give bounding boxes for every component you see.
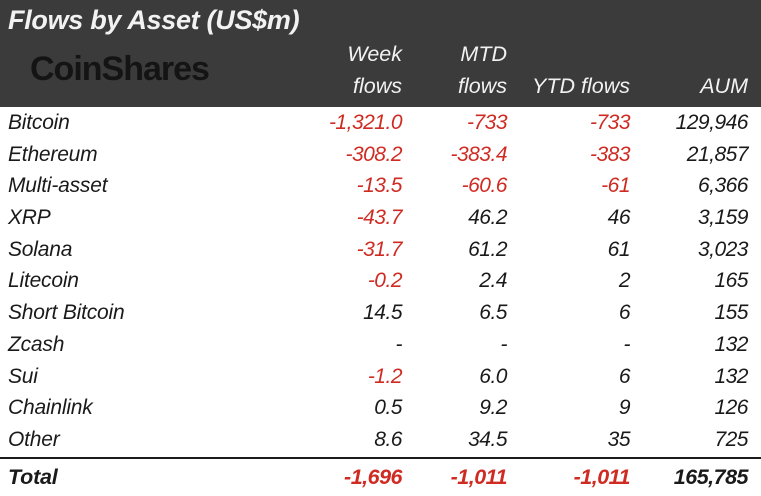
ytd-flows-value: -	[623, 332, 631, 356]
aum-value: 155	[714, 301, 748, 325]
asset-name: Other	[8, 428, 60, 452]
table-row: Solana -31.7 61.2 61 3,023	[0, 234, 761, 266]
column-header-mtd-flows: MTD flows	[402, 38, 507, 102]
table-row: Other 8.6 34.5 35 725	[0, 424, 761, 456]
table-row: Zcash - - - 132	[0, 329, 761, 361]
mtd-flows-value: 6.5	[479, 301, 507, 325]
aum-value: 126	[714, 396, 748, 420]
week-flows-value: -31.7	[356, 237, 403, 261]
mtd-flows-value: -60.6	[461, 174, 508, 198]
aum-value: 6,366	[697, 174, 749, 198]
total-row: Total -1,696 -1,011 -1,011 165,785	[0, 457, 761, 496]
mtd-flows-value: -383.4	[450, 142, 507, 166]
week-flows-value: -43.7	[356, 206, 403, 230]
total-ytd-flows-value: -1,011	[573, 465, 631, 489]
logo-cell: CoinShares	[8, 35, 256, 102]
aum-value: 725	[714, 428, 748, 452]
asset-name: Solana	[8, 237, 73, 261]
asset-name: Zcash	[8, 332, 65, 356]
mtd-flows-label-line1: MTD	[460, 42, 507, 66]
ytd-flows-value: 2	[618, 269, 631, 293]
ytd-flows-value: -383	[589, 142, 631, 166]
week-flows-label-line1: Week	[347, 42, 402, 66]
week-flows-value: -0.2	[367, 269, 403, 293]
aum-value: 3,023	[697, 237, 749, 261]
ytd-flows-value: 9	[618, 396, 631, 420]
total-mtd-flows-value: -1,011	[450, 465, 508, 489]
ytd-flows-value: 61	[607, 237, 631, 261]
mtd-flows-value: -733	[466, 110, 508, 134]
aum-value: 3,159	[697, 206, 749, 230]
page-title: Flows by Asset (US$m)	[8, 5, 300, 35]
column-header-ytd-flows: YTD flows	[532, 74, 630, 98]
aum-value: 132	[714, 332, 748, 356]
asset-name: Multi-asset	[8, 174, 108, 198]
mtd-flows-value: 34.5	[468, 428, 507, 452]
ytd-flows-value: 35	[607, 428, 631, 452]
asset-name: Short Bitcoin	[8, 301, 125, 325]
ytd-flows-value: 6	[618, 364, 631, 388]
coinshares-logo: CoinShares	[30, 50, 210, 88]
week-flows-label-line2: flows	[353, 74, 402, 98]
table-row: Chainlink 0.5 9.2 9 126	[0, 392, 761, 424]
week-flows-value: 8.6	[374, 428, 402, 452]
table-row: XRP -43.7 46.2 46 3,159	[0, 202, 761, 234]
asset-name: Litecoin	[8, 269, 79, 293]
asset-name: Ethereum	[8, 142, 98, 166]
week-flows-value: -13.5	[356, 174, 403, 198]
mtd-flows-value: 6.0	[479, 364, 507, 388]
ytd-flows-value: 6	[618, 301, 631, 325]
week-flows-value: 14.5	[363, 301, 402, 325]
table-body: Bitcoin -1,321.0 -733 -733 129,946 Ether…	[0, 107, 761, 457]
column-header-week-flows: Week flows	[256, 38, 402, 102]
table-row: Litecoin -0.2 2.4 2 165	[0, 266, 761, 298]
week-flows-value: -	[395, 332, 403, 356]
aum-value: 21,857	[686, 142, 749, 166]
ytd-flows-value: -733	[589, 110, 631, 134]
aum-value: 165	[714, 269, 748, 293]
table-row: Ethereum -308.2 -383.4 -383 21,857	[0, 139, 761, 171]
mtd-flows-value: 61.2	[468, 237, 507, 261]
table-row: Sui -1.2 6.0 6 132	[0, 361, 761, 393]
week-flows-value: -308.2	[345, 142, 402, 166]
total-label: Total	[8, 465, 58, 489]
ytd-flows-value: -61	[601, 174, 630, 198]
mtd-flows-value: 46.2	[468, 206, 507, 230]
asset-name: Chainlink	[8, 396, 93, 420]
table-row: Bitcoin -1,321.0 -733 -733 129,946	[0, 107, 761, 139]
ytd-flows-value: 46	[607, 206, 631, 230]
table-row: Multi-asset -13.5 -60.6 -61 6,366	[0, 170, 761, 202]
mtd-flows-value: 2.4	[479, 269, 507, 293]
week-flows-value: -1.2	[367, 364, 403, 388]
asset-name: Sui	[8, 364, 38, 388]
week-flows-value: -1,321.0	[328, 110, 403, 134]
total-aum-value: 165,785	[673, 465, 749, 489]
asset-name: XRP	[8, 206, 51, 230]
column-header-row: CoinShares Week flows MTD flows YTD flow…	[0, 35, 761, 107]
aum-value: 132	[714, 364, 748, 388]
table-header: Flows by Asset (US$m) CoinShares Week fl…	[0, 0, 761, 107]
table-row: Short Bitcoin 14.5 6.5 6 155	[0, 297, 761, 329]
mtd-flows-value: -	[500, 332, 508, 356]
week-flows-value: 0.5	[374, 396, 402, 420]
column-header-aum: AUM	[700, 74, 748, 98]
mtd-flows-label-line2: flows	[458, 74, 507, 98]
total-week-flows-value: -1,696	[344, 465, 402, 489]
asset-name: Bitcoin	[8, 110, 70, 134]
mtd-flows-value: 9.2	[479, 396, 507, 420]
aum-value: 129,946	[675, 110, 749, 134]
